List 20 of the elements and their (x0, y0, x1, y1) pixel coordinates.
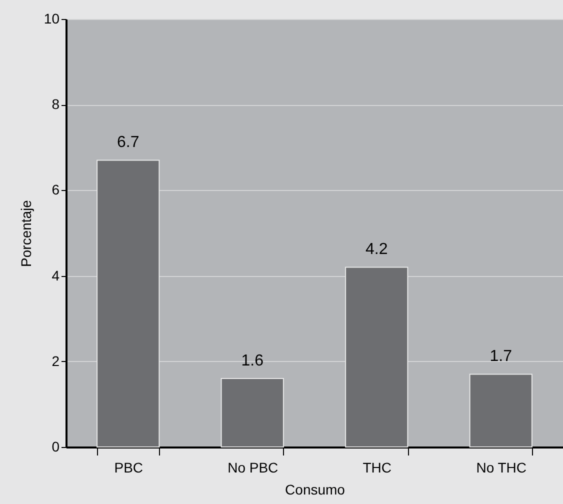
x-tick-label: PBC (114, 460, 144, 476)
y-tick-label: 6 (52, 182, 60, 198)
y-tick-label: 2 (52, 352, 60, 369)
bar (469, 374, 532, 448)
data-label: 1.7 (490, 348, 512, 366)
x-axis-title: Consumo (285, 482, 346, 498)
bar (220, 378, 284, 448)
data-label: 4.2 (366, 241, 388, 258)
data-label: 6.7 (117, 134, 140, 152)
y-axis-title: Porcentaje (18, 200, 34, 267)
y-tick-label: 4 (52, 267, 60, 284)
y-tick-label: 8 (52, 96, 60, 112)
bar (96, 160, 160, 448)
data-label: 1.6 (241, 352, 264, 370)
y-tick-label: 10 (44, 10, 60, 26)
x-tick-label: No THC (476, 460, 527, 476)
x-tick-label: No PBC (228, 460, 278, 476)
x-tick-label: THC (362, 460, 392, 476)
y-tick-label: 0 (52, 438, 60, 454)
bar (345, 266, 408, 448)
